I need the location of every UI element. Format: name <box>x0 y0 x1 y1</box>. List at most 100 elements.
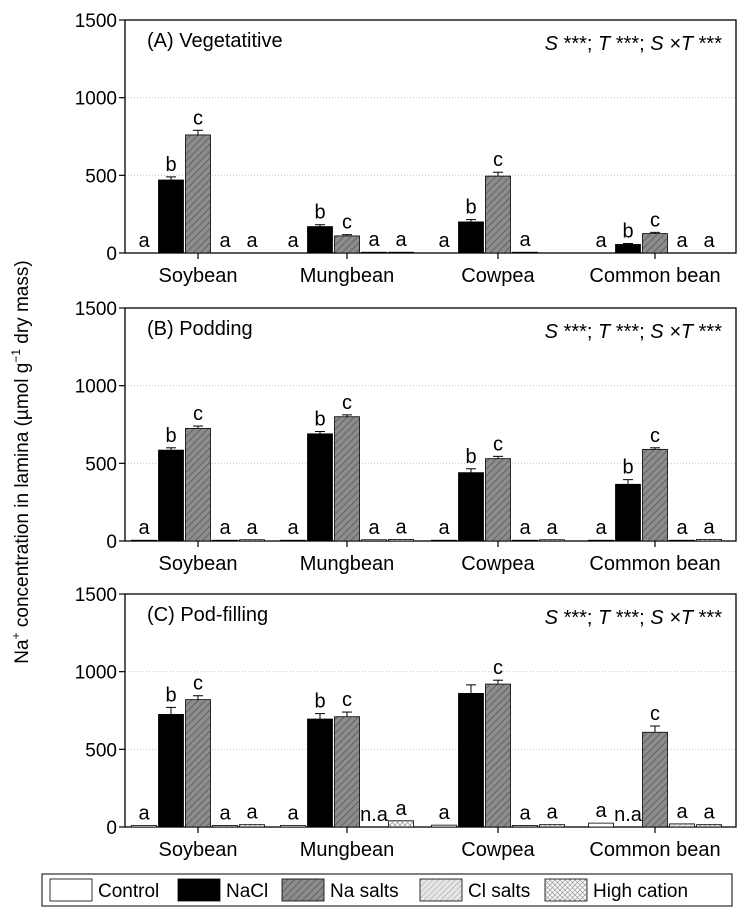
significance-letter: b <box>622 457 633 479</box>
significance-letter: a <box>546 517 558 539</box>
significance-letter: a <box>138 802 150 824</box>
bar-control <box>280 825 306 828</box>
significance-letter: b <box>622 221 633 243</box>
bar-nacl <box>615 244 641 254</box>
bar-cl-salts <box>669 539 695 542</box>
stats-part: S ×T <box>650 321 695 343</box>
bar-nacl <box>458 693 484 828</box>
significance-letter: a <box>287 517 299 539</box>
bar-high-cation <box>239 539 265 542</box>
bar-high-cation <box>388 251 414 254</box>
significance-letter: a <box>368 517 380 539</box>
x-tick-label: Common bean <box>589 553 720 575</box>
significance-letter: a <box>438 230 450 252</box>
significance-letter: b <box>314 408 325 430</box>
stats-part: T <box>598 321 612 343</box>
stats-annotation: S ***; T ***; S ×T *** <box>545 607 723 629</box>
bar-cl-salts <box>212 825 238 828</box>
y-tick-label: 1500 <box>75 585 117 606</box>
y-tick-label: 500 <box>85 166 117 187</box>
bar-nacl <box>307 226 333 254</box>
significance-letter: a <box>703 230 715 252</box>
bar-high-cation <box>696 539 722 542</box>
legend: Control NaCl Na salts Cl salts High cation <box>41 873 733 907</box>
y-axis-label-main: Na <box>12 639 33 664</box>
y-axis-label-sup1: + <box>9 632 23 639</box>
significance-letter: a <box>368 229 380 251</box>
bar-high-cation <box>388 820 414 828</box>
bar-cl-salts <box>512 825 538 828</box>
significance-letter: a <box>138 230 150 252</box>
legend-label: High cation <box>593 881 688 902</box>
significance-letter: a <box>546 802 558 824</box>
significance-letter: n.a <box>360 804 389 826</box>
bar-cl-salts <box>212 539 238 542</box>
stats-part: T <box>598 33 612 55</box>
significance-letter: a <box>595 230 607 252</box>
significance-letter: b <box>314 202 325 224</box>
stats-part: S <box>545 33 559 55</box>
significance-letter: a <box>676 230 688 252</box>
y-tick-label: 1000 <box>75 89 117 110</box>
plot-frame <box>124 19 737 254</box>
significance-letter: a <box>287 802 299 824</box>
significance-letter: a <box>395 516 407 538</box>
y-axis-label-end: dry mass) <box>12 260 33 349</box>
significance-letter: a <box>438 802 450 824</box>
significance-letter: a <box>519 229 531 251</box>
y-tick-label: 1500 <box>75 11 117 32</box>
significance-letter: b <box>465 446 476 468</box>
significance-letter: c <box>650 209 660 231</box>
significance-letter: a <box>246 802 258 824</box>
bar-na-salts <box>485 683 511 828</box>
bar-control <box>131 825 157 828</box>
bar-nacl <box>615 483 641 542</box>
significance-letter: a <box>519 517 531 539</box>
stats-part: S <box>545 321 559 343</box>
x-tick-label: Soybean <box>159 265 238 287</box>
significance-letter: c <box>342 212 352 234</box>
bar-cl-salts <box>361 251 387 254</box>
bar-na-salts <box>642 448 668 542</box>
significance-letter: a <box>395 798 407 820</box>
significance-letter: a <box>519 802 531 824</box>
significance-letter: a <box>595 800 607 822</box>
x-tick-label: Mungbean <box>300 553 395 575</box>
bar-nacl <box>307 718 333 828</box>
significance-letter: b <box>465 197 476 219</box>
panels: 0 500 1000 1500 Soybean Mungbean Cowpea Common … <box>75 11 737 861</box>
bar-nacl <box>158 179 184 254</box>
stats-part: ***; <box>558 607 598 629</box>
significance-letter: c <box>650 703 660 725</box>
x-tick-label: Soybean <box>159 839 238 861</box>
panel-C: 0 500 1000 1500 Soybean Mungbean Cowpea Common … <box>75 585 737 861</box>
bar-na-salts <box>642 233 668 254</box>
stats-part: T <box>598 607 612 629</box>
significance-letter: b <box>165 425 176 447</box>
legend-swatch-cl-salts <box>419 878 463 902</box>
legend-swatch-high-cation <box>544 878 588 902</box>
stats-part: ***; <box>610 607 650 629</box>
y-tick-label: 1000 <box>75 377 117 398</box>
significance-letter: a <box>703 802 715 824</box>
y-axis-label-mid: concentration in lamina (µmol g <box>12 363 33 633</box>
significance-letter: a <box>595 517 607 539</box>
significance-letter: c <box>493 657 503 679</box>
stats-annotation: S ***; T ***; S ×T *** <box>545 33 723 55</box>
bar-na-salts <box>485 458 511 542</box>
bar-control <box>280 539 306 542</box>
stats-part: *** <box>693 607 722 629</box>
bar-na-salts <box>334 416 360 542</box>
bar-nacl <box>158 713 184 828</box>
significance-letter: c <box>342 392 352 414</box>
bar-high-cation <box>388 539 414 542</box>
x-tick-label: Soybean <box>159 553 238 575</box>
bar-na-salts <box>485 175 511 254</box>
x-tick-label: Cowpea <box>461 839 535 861</box>
bar-cl-salts <box>512 251 538 254</box>
significance-letter: a <box>676 801 688 823</box>
x-tick-label: Cowpea <box>461 553 535 575</box>
bar-na-salts <box>642 731 668 828</box>
significance-letter: c <box>493 149 503 171</box>
